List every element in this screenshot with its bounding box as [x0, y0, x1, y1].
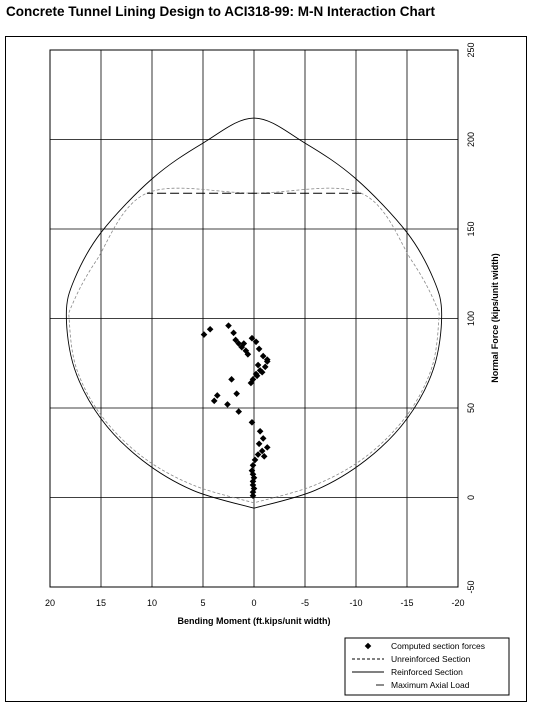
reinforced-section-legend-label: Reinforced Section [391, 667, 463, 677]
section-force-point [256, 427, 264, 435]
section-force-point [228, 376, 235, 383]
legend: Computed section forces Unreinforced Sect… [344, 637, 510, 696]
section-force-point [250, 474, 258, 482]
section-force-point [252, 370, 260, 378]
x-tick-label: 10 [147, 598, 157, 608]
x-tick-label: 20 [45, 598, 55, 608]
x-tick-label: -10 [349, 598, 362, 608]
y-tick-label: 150 [466, 221, 476, 236]
section-force-point [206, 325, 214, 333]
section-force-point [244, 351, 252, 358]
x-tick-label: -20 [451, 598, 464, 608]
section-force-point [248, 419, 256, 426]
section-force-point [233, 390, 240, 397]
plot-area-border [49, 49, 459, 588]
section-force-point [249, 470, 257, 478]
y-tick-label: -50 [466, 580, 476, 593]
y-axis-label: Normal Force (kips/unit width) [490, 253, 500, 383]
section-force-point [250, 485, 258, 492]
computed-section-forces-series [200, 322, 271, 500]
y-tick-label: 100 [466, 311, 476, 326]
section-force-point [254, 451, 262, 458]
y-tick-label: 250 [466, 42, 476, 57]
section-force-point [249, 478, 257, 485]
chart-frame [5, 36, 527, 702]
section-force-point [230, 329, 237, 337]
section-force-point [200, 331, 208, 338]
section-force-point [247, 379, 255, 387]
x-tick-label: -5 [301, 598, 309, 608]
section-force-point [255, 440, 263, 448]
section-force-point [252, 338, 260, 346]
x-tick-label: 5 [200, 598, 205, 608]
section-force-point [249, 376, 257, 383]
section-force-point [232, 336, 239, 344]
section-force-point [248, 467, 256, 474]
section-force-point [254, 361, 262, 369]
section-force-point [248, 334, 256, 342]
section-force-point [225, 322, 232, 329]
section-force-point [224, 401, 231, 408]
section-force-point [251, 456, 259, 464]
section-force-point [258, 368, 266, 376]
computed-section-forces-legend-marker [364, 642, 372, 650]
y-axis-ticks: -50 0 50 100 150 200 250 [466, 42, 476, 593]
section-force-point [259, 352, 267, 360]
computed-section-forces-legend-label: Computed section forces [391, 641, 485, 651]
section-force-point [256, 367, 264, 374]
section-force-point [249, 488, 257, 496]
y-tick-label: 0 [466, 495, 476, 500]
section-force-point [238, 343, 246, 351]
section-force-point [263, 444, 271, 451]
x-tick-label: -15 [400, 598, 413, 608]
section-force-point [213, 392, 221, 399]
unreinforced-section-legend-label: Unreinforced Section [391, 654, 471, 664]
section-force-point [255, 345, 263, 353]
grid [49, 49, 459, 588]
chart-title: Concrete Tunnel Lining Design to ACI318-… [6, 4, 436, 19]
x-axis-label: Bending Moment (ft.kips/unit width) [178, 616, 331, 626]
section-force-point [235, 408, 242, 415]
y-tick-label: 200 [466, 132, 476, 147]
section-force-point [261, 363, 269, 371]
legend-box [344, 637, 510, 696]
section-force-point [260, 453, 268, 460]
section-force-point [240, 340, 248, 347]
x-tick-label: 15 [96, 598, 106, 608]
section-force-point [249, 492, 257, 500]
x-axis-ticks: 20 15 10 5 0 -5 -10 -15 -20 [45, 598, 465, 608]
reinforced-section-line [65, 117, 443, 509]
section-force-point [263, 356, 271, 363]
section-force-point [210, 397, 218, 405]
x-tick-label: 0 [251, 598, 256, 608]
section-force-point [259, 435, 267, 442]
maximum-axial-load-legend-label: Maximum Axial Load [391, 680, 470, 690]
y-tick-label: 50 [466, 403, 476, 413]
series-layer [65, 117, 443, 509]
section-force-point [249, 481, 257, 489]
section-force-point [235, 340, 242, 347]
section-force-point [258, 447, 266, 455]
section-force-point [249, 461, 257, 469]
